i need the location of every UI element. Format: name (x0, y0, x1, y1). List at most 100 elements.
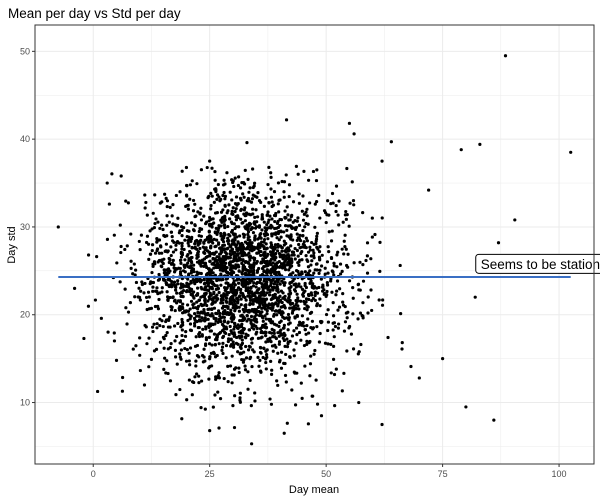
data-point (147, 336, 151, 340)
data-point (175, 301, 179, 305)
data-point (242, 235, 246, 239)
data-point (299, 299, 303, 303)
data-point (275, 313, 279, 317)
data-point (197, 259, 202, 263)
data-point (268, 397, 272, 401)
data-point (273, 292, 277, 296)
data-point (356, 317, 360, 321)
data-point (291, 200, 296, 204)
data-point (293, 316, 297, 320)
data-point (167, 318, 171, 322)
data-point (284, 380, 288, 384)
data-point (164, 281, 168, 285)
data-point (199, 218, 204, 222)
data-point (266, 287, 270, 292)
data-point (295, 248, 299, 253)
data-point (248, 254, 252, 258)
data-point (148, 252, 153, 256)
data-point (364, 258, 368, 263)
data-point (365, 241, 370, 245)
data-point (211, 217, 215, 221)
data-point (255, 280, 260, 285)
data-point (351, 199, 356, 203)
data-point (265, 277, 269, 281)
data-point (262, 237, 267, 242)
data-point (143, 281, 147, 286)
data-point (180, 417, 184, 421)
data-point (165, 204, 169, 209)
data-point (315, 268, 319, 272)
data-point (215, 311, 219, 316)
data-point (229, 245, 233, 249)
data-point (319, 264, 324, 268)
y-tick-label: 20 (20, 310, 30, 320)
data-point (213, 245, 217, 249)
data-point (215, 255, 219, 259)
data-point (246, 226, 250, 230)
data-point (283, 344, 287, 348)
data-point (159, 244, 163, 248)
data-point (234, 304, 238, 308)
data-point (389, 140, 393, 144)
data-point (140, 282, 144, 287)
data-point (184, 193, 189, 197)
data-point (269, 171, 273, 175)
data-point (317, 193, 321, 198)
data-point (237, 225, 241, 229)
data-point (246, 387, 250, 391)
data-point (245, 313, 249, 318)
data-point (370, 235, 374, 239)
data-point (184, 165, 189, 170)
data-point (350, 180, 354, 184)
data-point (341, 220, 345, 224)
data-point (192, 316, 197, 320)
data-point (96, 389, 100, 394)
data-point (233, 394, 237, 398)
data-point (215, 298, 219, 302)
data-point (283, 209, 287, 213)
data-point (298, 233, 302, 238)
data-point (208, 252, 213, 256)
data-point (143, 193, 147, 197)
data-point (221, 260, 225, 264)
data-point (179, 282, 183, 286)
data-point (252, 220, 257, 224)
data-point (193, 312, 197, 316)
data-point (268, 259, 272, 263)
data-point (226, 339, 230, 344)
data-point (279, 350, 284, 354)
data-point (207, 377, 211, 381)
data-point (162, 346, 166, 350)
data-point (326, 328, 330, 333)
data-point (292, 253, 296, 257)
data-point (208, 259, 212, 263)
data-point (300, 322, 304, 326)
data-point (286, 249, 291, 253)
data-point (168, 295, 172, 300)
data-point (180, 305, 185, 309)
data-point (273, 219, 277, 224)
data-point (330, 191, 335, 196)
data-point (243, 304, 247, 308)
data-point (223, 197, 227, 201)
data-point (238, 258, 242, 262)
data-point (213, 284, 217, 288)
data-point (202, 308, 206, 312)
data-point (203, 261, 208, 265)
data-point (380, 159, 384, 163)
x-axis-title: Day mean (289, 484, 339, 496)
data-point (153, 221, 157, 226)
data-point (247, 294, 252, 298)
data-point (221, 240, 226, 244)
data-point (221, 193, 225, 198)
data-point (297, 330, 302, 335)
data-point (258, 358, 262, 362)
data-point (339, 272, 343, 276)
data-point (261, 319, 265, 323)
data-point (204, 255, 208, 259)
data-point (300, 272, 304, 276)
data-point (215, 333, 219, 337)
data-point (72, 286, 77, 290)
data-point (188, 322, 193, 326)
